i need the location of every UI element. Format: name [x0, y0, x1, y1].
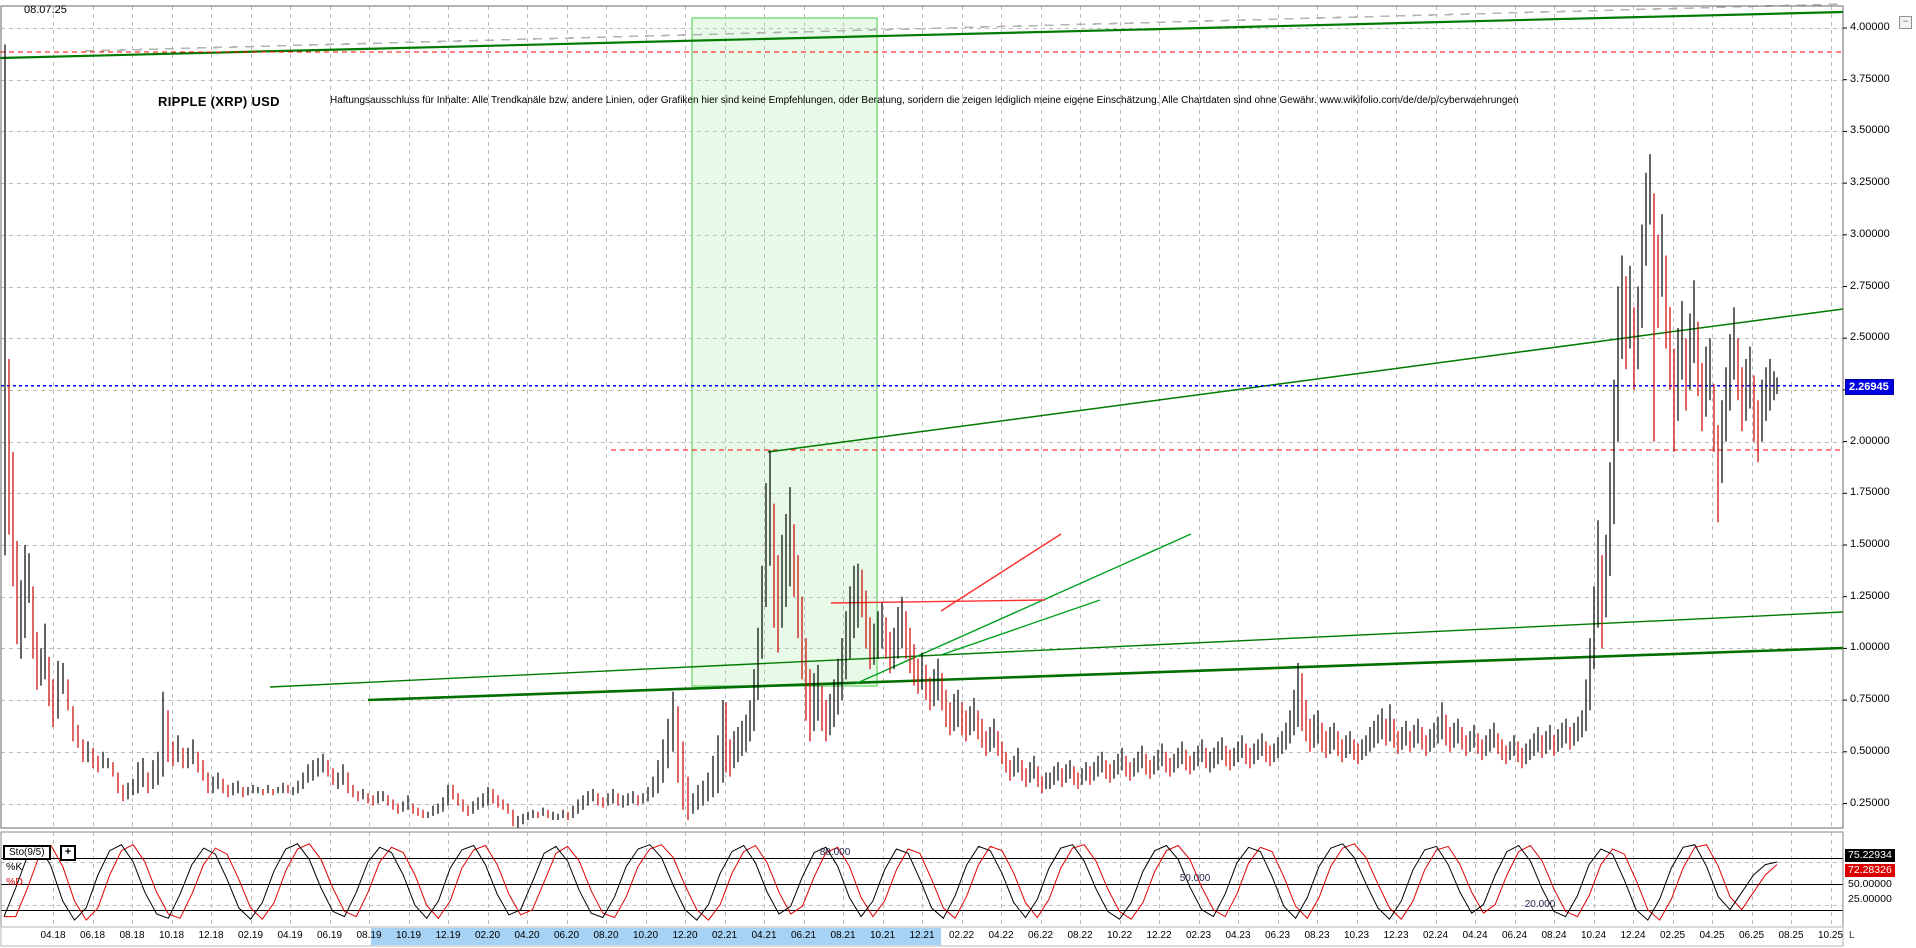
- y-axis-label: 0.25000: [1850, 796, 1890, 809]
- x-axis-label: 04.24: [1462, 930, 1488, 941]
- x-axis-label: 06.19: [316, 930, 343, 941]
- add-indicator-button[interactable]: +: [60, 845, 76, 861]
- x-axis-label: 04.22: [988, 930, 1014, 941]
- mid-green-trendline: [767, 308, 1844, 453]
- axis-mode-label[interactable]: L: [1849, 930, 1855, 941]
- y-axis-label: 1.00000: [1850, 641, 1890, 654]
- sto-level-label: 20.000: [1524, 898, 1556, 910]
- x-axis-label: 06.24: [1501, 930, 1528, 941]
- sto-k-label: %K: [6, 861, 23, 873]
- x-axis-label: 10.18: [158, 930, 185, 941]
- x-axis-label: 12.21: [909, 930, 935, 941]
- x-axis-label: 08.18: [119, 930, 145, 941]
- x-axis-label: 12.18: [198, 930, 224, 941]
- current-price-badge: 2.26945: [1845, 379, 1894, 395]
- disclaimer-text: Haftungsausschluss für Inhalte: Alle Tre…: [330, 95, 1519, 106]
- y-axis-label: 1.50000: [1850, 538, 1890, 550]
- x-axis-label: 12.24: [1620, 930, 1646, 941]
- x-axis-label: 10.25: [1817, 930, 1844, 941]
- lower-green-trendline-2: [367, 646, 1844, 702]
- sto-d-label: %D: [6, 876, 23, 888]
- main-plot-frame: [0, 5, 1844, 829]
- x-axis-label: 04.19: [277, 930, 303, 941]
- sto-d-line: [4, 843, 1778, 921]
- x-axis-label: 10.22: [1106, 930, 1133, 941]
- x-axis-label: 06.20: [553, 930, 580, 941]
- date-axis-frame: [0, 926, 1844, 947]
- indicator-settings-button[interactable]: Sto(9/5): [3, 845, 51, 860]
- red-segment-flat: [830, 599, 1046, 604]
- x-axis-label: 08.19: [356, 930, 382, 941]
- y-axis-label: 2.50000: [1850, 331, 1890, 344]
- sto-k-line: [3, 843, 1778, 921]
- y-axis-label: 3.75000: [1850, 72, 1890, 85]
- x-axis-label: 12.20: [672, 930, 698, 941]
- sto-level-label: 80.000: [819, 846, 851, 858]
- x-axis-label: 04.18: [40, 930, 66, 941]
- x-axis-label: 08.25: [1778, 930, 1804, 941]
- x-axis-label: 08.21: [830, 930, 856, 941]
- sto-axis-label: 50.00000: [1848, 878, 1892, 890]
- x-axis-label: 06.21: [790, 930, 817, 941]
- x-axis-label: 08.22: [1067, 930, 1093, 941]
- y-axis-label: 2.75000: [1850, 279, 1890, 292]
- x-axis-label: 02.20: [474, 930, 501, 941]
- chart-date-label: 08.07.25: [24, 4, 67, 16]
- x-axis-label: 06.23: [1264, 930, 1291, 941]
- y-axis-label: 0.50000: [1850, 744, 1890, 757]
- chart-title: RIPPLE (XRP) USD: [158, 94, 280, 109]
- x-axis-label: 12.23: [1383, 930, 1409, 941]
- y-axis-label: 1.25000: [1850, 589, 1890, 602]
- x-axis-label: 04.21: [751, 930, 777, 941]
- x-axis-label: 10.24: [1580, 930, 1607, 941]
- x-axis-label: 02.21: [711, 930, 738, 941]
- x-axis-label: 04.20: [514, 930, 540, 941]
- sto-k-value-badge: 75.22934: [1845, 849, 1895, 862]
- sto-level-label: 50.000: [1179, 872, 1211, 884]
- x-axis-label: 02.23: [1185, 930, 1212, 941]
- x-axis-label: 04.23: [1225, 930, 1251, 941]
- x-axis-label: 12.19: [435, 930, 461, 941]
- x-axis-label: 02.19: [237, 930, 264, 941]
- x-axis-label: 10.21: [869, 930, 896, 941]
- y-axis-label: 1.75000: [1850, 486, 1890, 499]
- y-axis-label: 3.25000: [1850, 176, 1890, 189]
- x-axis-label: 06.18: [79, 930, 106, 941]
- x-axis-label: 10.19: [395, 930, 422, 941]
- sto-d-value-badge: 72.28326: [1845, 864, 1895, 877]
- x-axis-label: 08.23: [1304, 930, 1330, 941]
- green-segment-short: [940, 599, 1101, 656]
- x-axis-label: 02.22: [948, 930, 975, 941]
- upper-gray-dashed-trendline: [84, 3, 1844, 52]
- x-axis-label: 12.22: [1146, 930, 1172, 941]
- x-axis-label: 06.22: [1027, 930, 1054, 941]
- y-axis-label: 0.75000: [1850, 693, 1890, 706]
- x-axis-label: 08.20: [593, 930, 619, 941]
- minimize-icon[interactable]: −: [1899, 16, 1912, 29]
- y-axis-label: 3.50000: [1850, 124, 1890, 137]
- x-axis-label: 10.23: [1343, 930, 1370, 941]
- y-axis-label: 2.00000: [1850, 434, 1890, 447]
- y-axis-label: 4.00000: [1850, 21, 1890, 33]
- green-segment-steep: [854, 533, 1192, 685]
- x-axis-label: 02.24: [1422, 930, 1449, 941]
- sto-axis-label: 25.00000: [1848, 893, 1892, 905]
- candles-down: [8, 193, 1759, 827]
- x-axis-label: 08.24: [1541, 930, 1567, 941]
- x-axis-label: 04.25: [1699, 930, 1725, 941]
- x-axis-label: 02.25: [1659, 930, 1686, 941]
- y-axis-label: 3.00000: [1850, 227, 1890, 240]
- x-axis-label: 10.20: [632, 930, 659, 941]
- red-segment-rising: [940, 533, 1062, 612]
- candles-up: [4, 44, 1778, 829]
- upper-green-trendline: [0, 10, 1844, 60]
- x-axis-label: 06.25: [1738, 930, 1765, 941]
- date-axis-selection[interactable]: [371, 928, 941, 945]
- highlight-band: [691, 17, 878, 687]
- lower-green-trendline-1: [269, 611, 1844, 688]
